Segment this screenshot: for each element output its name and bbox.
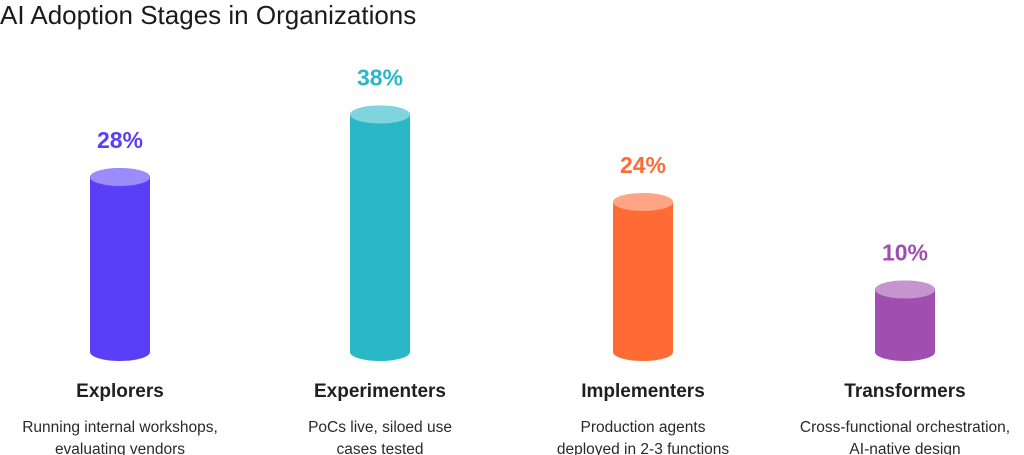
- cylinder-top-shade: [90, 168, 150, 186]
- category-description: PoCs live, siloed use: [308, 419, 452, 436]
- value-label: 38%: [357, 65, 403, 91]
- cylinder-top: [90, 168, 150, 186]
- category-description: evaluating vendors: [55, 441, 185, 455]
- category-label: Experimenters: [314, 381, 446, 402]
- category-label: Transformers: [844, 381, 965, 402]
- category-label: Implementers: [581, 381, 705, 402]
- cylinder-top: [350, 105, 410, 124]
- cylinder: [350, 105, 410, 361]
- value-label: 24%: [620, 152, 666, 178]
- cylinder-top: [613, 193, 673, 211]
- chart-title: AI Adoption Stages in Organizations: [0, 0, 416, 30]
- category-description: Running internal workshops,: [22, 419, 218, 436]
- cylinder-body: [613, 202, 673, 361]
- value-label: 10%: [882, 240, 928, 266]
- value-label: 28%: [97, 127, 143, 153]
- cylinder-top-shade: [613, 193, 673, 211]
- cylinder-top: [875, 280, 935, 299]
- category-description: cases tested: [336, 441, 423, 455]
- category-description: deployed in 2-3 functions: [557, 441, 730, 455]
- cylinder: [90, 168, 150, 361]
- category-label: Explorers: [76, 381, 164, 402]
- category-description: AI-native design: [849, 441, 960, 455]
- cylinder-top-shade: [350, 105, 410, 124]
- cylinder-body: [350, 114, 410, 361]
- cylinder-top-shade: [875, 280, 935, 299]
- category-description: Cross-functional orchestration,: [800, 419, 1010, 436]
- cylinder-body: [90, 177, 150, 361]
- cylinder: [613, 193, 673, 361]
- cylinder: [875, 280, 935, 361]
- cylinder-body: [875, 289, 935, 361]
- category-description: Production agents: [581, 419, 706, 436]
